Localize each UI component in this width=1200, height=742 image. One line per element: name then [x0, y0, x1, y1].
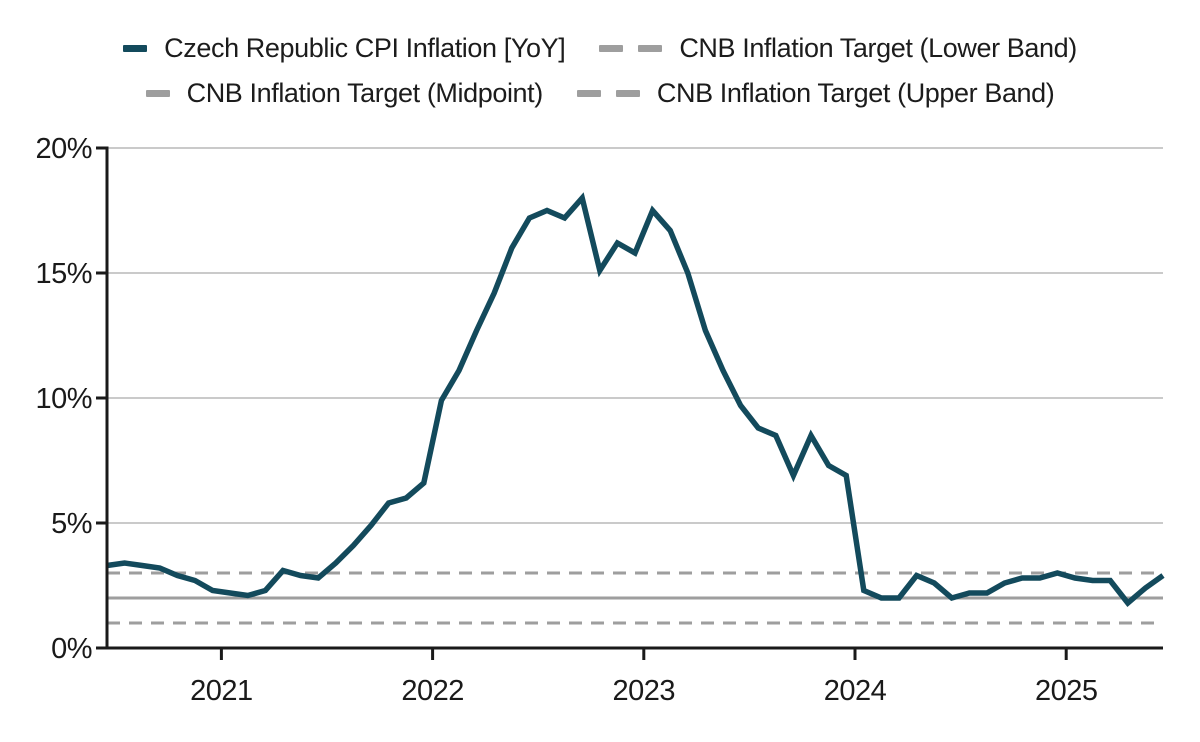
legend-label-upper-band: CNB Inflation Target (Upper Band): [656, 78, 1055, 108]
y-axis-label: 10%: [35, 383, 92, 415]
legend-item-upper-band: CNB Inflation Target (Upper Band): [576, 78, 1055, 108]
axes: [96, 146, 1163, 660]
y-axis-label: 0%: [51, 633, 92, 665]
legend: Czech Republic CPI Inflation [YoY] CNB I…: [0, 33, 1200, 108]
cpi-inflation-line: [106, 192, 1165, 607]
line-swatch-bar: [123, 44, 148, 52]
legend-label-cpi-inflation: Czech Republic CPI Inflation [YoY]: [164, 33, 566, 63]
x-axis-label: 2023: [613, 675, 676, 707]
x-axis-label: 2024: [824, 675, 887, 707]
legend-item-midpoint: CNB Inflation Target (Midpoint): [145, 78, 544, 108]
legend-item-cpi-inflation: Czech Republic CPI Inflation [YoY]: [123, 33, 566, 63]
solid-line-swatch: [145, 89, 170, 97]
dash-swatch-bar: [615, 89, 640, 97]
dash-swatch-bar: [599, 44, 624, 52]
y-axis-label: 5%: [51, 508, 92, 540]
x-axis-labels: 2021 2022 2023 2024 2025: [190, 675, 1098, 707]
dash-swatch-bar: [638, 44, 663, 52]
x-axis-label: 2022: [401, 675, 464, 707]
x-axis-label: 2025: [1035, 675, 1098, 707]
legend-row-1: Czech Republic CPI Inflation [YoY] CNB I…: [123, 33, 1077, 63]
legend-item-lower-band: CNB Inflation Target (Lower Band): [599, 33, 1077, 63]
legend-row-2: CNB Inflation Target (Midpoint) CNB Infl…: [145, 78, 1055, 108]
dashed-line-swatch: [599, 44, 663, 52]
y-axis-labels: 20% 15% 10% 5% 0%: [35, 133, 92, 665]
y-axis-label: 15%: [35, 258, 92, 290]
plot-series: [106, 192, 1165, 625]
y-axis-label: 20%: [35, 133, 92, 165]
gridlines: [107, 147, 1163, 524]
dashed-line-swatch: [576, 89, 640, 97]
line-swatch-bar: [145, 89, 170, 97]
legend-label-lower-band: CNB Inflation Target (Lower Band): [679, 33, 1077, 63]
dash-swatch-bar: [576, 89, 601, 97]
solid-line-swatch: [123, 44, 148, 52]
legend-label-midpoint: CNB Inflation Target (Midpoint): [186, 78, 544, 108]
x-axis-label: 2021: [190, 675, 253, 707]
